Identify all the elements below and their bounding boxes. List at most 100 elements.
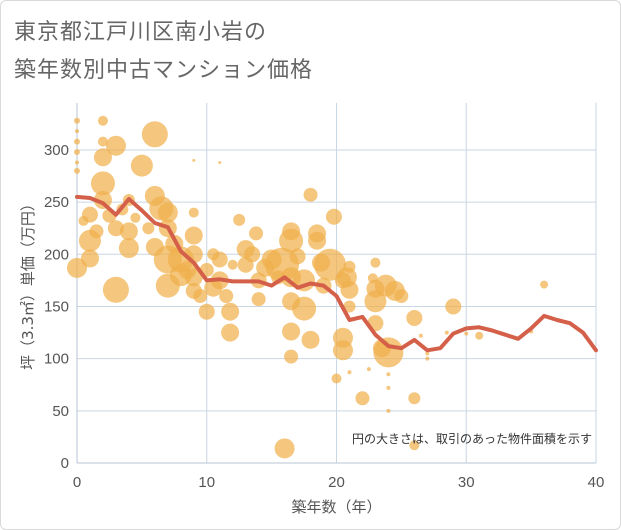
bubble-point xyxy=(119,222,138,241)
bubble-point xyxy=(386,385,391,390)
x-tick-label: 0 xyxy=(73,474,81,491)
bubble-point xyxy=(118,238,139,259)
bubble-point xyxy=(274,438,295,459)
y-tick-label: 50 xyxy=(52,403,69,420)
bubble-point xyxy=(130,154,153,177)
bubble-point xyxy=(227,259,238,270)
bubble-point xyxy=(142,222,155,235)
bubble-layer xyxy=(67,115,549,459)
bubble-point xyxy=(188,207,199,218)
trend-layer xyxy=(75,194,598,353)
bubble-point xyxy=(102,276,129,303)
bubble-point xyxy=(284,349,299,364)
bubble-point xyxy=(211,251,228,268)
bubble-point xyxy=(289,248,306,265)
bubble-point xyxy=(301,330,320,349)
x-tick-label: 20 xyxy=(328,474,345,491)
x-tick-label: 40 xyxy=(588,474,605,491)
bubble-point xyxy=(74,138,80,145)
bubble-point xyxy=(105,135,126,156)
bubble-point xyxy=(75,160,79,165)
bubble-point xyxy=(409,440,420,451)
bubble-point xyxy=(184,226,203,245)
bubble-point xyxy=(418,333,423,338)
bubble-point xyxy=(332,340,353,361)
bubble-point xyxy=(406,309,423,326)
chart-title-line1: 東京都江戸川区南小岩の xyxy=(14,20,268,45)
bubble-point xyxy=(198,303,215,320)
bubble-point xyxy=(292,296,317,321)
bubble-point xyxy=(355,391,370,406)
y-tick-label: 100 xyxy=(44,351,69,368)
chart-title-line2: 築年数別中古マンション価格 xyxy=(14,58,314,83)
bubble-point xyxy=(249,226,264,241)
bubble-point xyxy=(251,292,266,307)
bubble-point xyxy=(80,249,99,268)
bubble-point xyxy=(89,224,104,239)
x-tick-label: 30 xyxy=(458,474,475,491)
bubble-point xyxy=(364,290,387,313)
bubble-point xyxy=(464,331,469,336)
bubble-point xyxy=(444,330,449,335)
bubble-point xyxy=(325,208,342,225)
bubble-point xyxy=(193,289,208,304)
bubble-point xyxy=(386,408,391,413)
bubble-point xyxy=(303,187,318,202)
bubble-point xyxy=(93,148,112,167)
bubble-point xyxy=(343,260,356,273)
x-axis-title: 築年数（年） xyxy=(291,498,381,516)
bubble-point xyxy=(340,280,359,299)
bubble-point xyxy=(244,246,261,263)
bubble-point xyxy=(282,322,301,341)
bubble-point xyxy=(373,337,404,368)
bubble-point xyxy=(107,220,124,237)
bubble-point xyxy=(141,121,168,148)
bubble-point xyxy=(394,289,409,304)
bubble-point xyxy=(97,115,108,126)
bubble-point xyxy=(184,268,203,287)
bubble-point xyxy=(425,356,430,361)
bubble-size-note: 円の大きさは、取引のあった物件面積を示す xyxy=(352,431,592,446)
y-tick-label: 250 xyxy=(44,194,69,211)
bubble-point xyxy=(308,231,327,250)
tick-labels: 0 10 20 30 40 0 50 100 150 200 250 300 xyxy=(44,142,604,491)
bubble-point xyxy=(130,212,141,223)
bubble-point xyxy=(74,149,80,156)
bubble-point xyxy=(475,331,484,340)
bubble-point xyxy=(445,298,462,315)
average-price-line xyxy=(75,194,598,353)
bubble-point xyxy=(540,280,549,289)
x-tick-label: 10 xyxy=(198,474,215,491)
bubble-point xyxy=(97,136,108,147)
bubble-point xyxy=(75,129,79,134)
bubble-point xyxy=(81,206,98,223)
bubble-point xyxy=(219,289,234,304)
y-tick-label: 300 xyxy=(44,142,69,159)
bubble-point xyxy=(233,213,246,226)
bubble-point xyxy=(386,372,391,377)
bubble-point xyxy=(192,158,196,162)
y-tick-label: 0 xyxy=(61,455,69,472)
bubble-point xyxy=(90,171,115,196)
bubble-point xyxy=(343,300,356,313)
bubble-point xyxy=(425,351,430,356)
bubble-point xyxy=(331,373,342,384)
bubble-point xyxy=(347,370,352,375)
bubble-point xyxy=(279,228,304,253)
bubble-point xyxy=(366,367,371,372)
bubble-point xyxy=(218,160,222,164)
bubble-point xyxy=(74,117,80,124)
bubble-point xyxy=(67,257,87,278)
bubble-point xyxy=(408,392,421,405)
bubble-point xyxy=(74,167,80,174)
grid-lines xyxy=(76,103,597,464)
y-tick-label: 150 xyxy=(44,298,69,315)
bubble-point xyxy=(157,202,178,223)
y-tick-label: 200 xyxy=(44,246,69,263)
y-axis-title: 坪（3.3㎡）単価（万円） xyxy=(19,196,37,370)
bubble-point xyxy=(370,257,381,268)
bubble-point xyxy=(221,323,240,342)
bubble-point xyxy=(221,302,240,321)
